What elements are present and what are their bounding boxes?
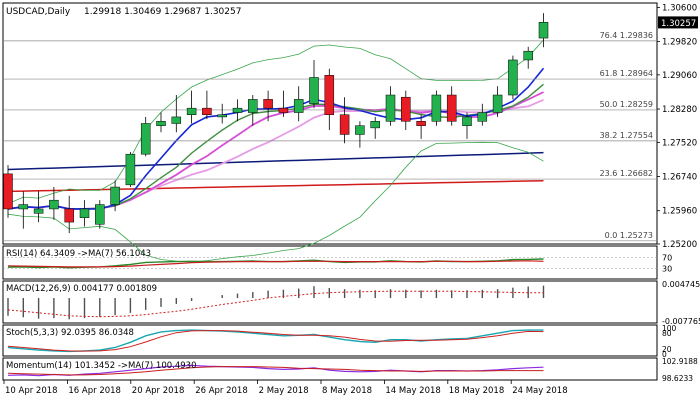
stoch-panel-frame	[2, 324, 658, 357]
price-axis: 1.30600 1.29820 1.29060 1.28280 1.27520 1.267…	[657, 3, 698, 250]
rsi-tick-label: 70	[662, 253, 672, 262]
date-label: 24 May 2018	[512, 386, 567, 396]
ma-long-red-line	[7, 179, 544, 193]
price-tick-label: 1.25960	[662, 207, 697, 217]
price-tick-label: 1.27520	[662, 138, 697, 148]
fib-level-label: 23.6 1.26682	[600, 169, 653, 178]
date-label: 14 May 2018	[385, 386, 440, 396]
candle-bear	[339, 114, 350, 135]
date-label: 10 Apr 2018	[5, 386, 58, 396]
macd-tick-label: -0.007765	[662, 317, 700, 326]
candle-bull	[293, 99, 304, 113]
price-tick-label: 1.28280	[662, 105, 697, 115]
candle-bull	[462, 116, 472, 126]
date-label: 2 May 2018	[259, 386, 309, 396]
momentum-ma-line	[7, 366, 544, 376]
ohlc-label: 1.29918 1.30469 1.29687 1.30257	[84, 7, 241, 17]
fib-level-label: 61.8 1.28964	[600, 69, 653, 78]
candle-bull	[49, 199, 59, 210]
candle-bull	[248, 99, 258, 113]
momentum-tick-label: 98.6233	[662, 374, 693, 383]
date-label: 20 Apr 2018	[132, 386, 185, 396]
candle-bear	[324, 75, 335, 115]
bollinger-upper-line	[7, 39, 544, 205]
symbol-label: USDCAD,Daily	[6, 7, 71, 17]
fib-level-label: 0.0 1.25273	[605, 231, 653, 240]
candle-bull	[18, 204, 29, 210]
candle-bull	[355, 125, 365, 135]
momentum-label: Momentum(14) 101.3452 ->MA(7) 100.4930	[6, 361, 196, 371]
candle-bull	[523, 50, 533, 61]
candle-bull	[217, 114, 227, 118]
time-axis: 10 Apr 2018 16 Apr 2018 20 Apr 2018 26 Apr …	[3, 380, 568, 396]
rsi-label: RSI(14) 64.3409 ->MA(7) 56.1043	[6, 249, 151, 259]
candles	[3, 13, 549, 234]
candle-bull	[79, 208, 90, 218]
momentum-tick-label: 102.9188	[662, 357, 698, 366]
candle-bull	[33, 208, 44, 214]
bollinger-lower-line	[7, 141, 544, 263]
fib-level-label: 38.2 1.27554	[600, 131, 653, 140]
stoch-tick-label: 100	[662, 324, 677, 333]
candle-bull	[110, 186, 120, 205]
candle-bear	[278, 107, 289, 113]
candle-bear	[263, 99, 273, 109]
date-label: 26 Apr 2018	[195, 386, 248, 396]
candle-bull	[125, 153, 136, 186]
price-tick-label: 1.25200	[662, 240, 697, 250]
rsi-tick-label: 30	[662, 265, 672, 274]
stoch-tick-label: 20	[662, 345, 672, 354]
macd-tick-label: 0.004745	[662, 280, 700, 289]
rsi-panel-frame	[2, 245, 658, 280]
current-price-box	[658, 16, 698, 29]
price-tick-label: 1.29060	[662, 71, 697, 81]
candle-bull	[538, 22, 549, 39]
candle-bull	[309, 77, 319, 105]
candle-bear	[446, 94, 457, 122]
fib-level-label: 50.0 1.28259	[600, 100, 653, 109]
candle-bull	[508, 59, 518, 96]
stoch-d-line	[7, 330, 544, 352]
price-tick-label: 1.26740	[662, 173, 697, 183]
candle-bull	[156, 121, 166, 126]
candle-bull	[186, 107, 197, 115]
candle-bull	[232, 107, 243, 113]
candle-bull	[95, 204, 105, 225]
candle-bull	[431, 94, 442, 122]
candle-bull	[492, 94, 503, 113]
fib-level-label: 76.4 1.29836	[600, 31, 653, 40]
stoch-k-line	[7, 329, 544, 353]
candle-bear	[202, 107, 212, 115]
rsi-ma-line	[7, 260, 544, 268]
price-tick-label: 1.30600	[662, 3, 697, 13]
stoch-tick-label: 80	[662, 329, 672, 338]
macd-signal-line	[7, 290, 544, 318]
stoch-label: Stoch(5,3,3) 92.0395 86.0348	[6, 328, 134, 338]
candle-bull	[171, 116, 182, 124]
candle-bull	[385, 94, 396, 122]
stoch-tick-label: 0	[662, 350, 667, 359]
candle-bear	[3, 173, 13, 210]
candle-bull	[370, 121, 380, 129]
current-price-label: 1.30257	[661, 19, 696, 29]
candle-bear	[64, 208, 74, 223]
ma-long-navy-line	[7, 151, 544, 171]
date-label: 8 May 2018	[322, 386, 372, 396]
candle-bear	[416, 121, 426, 126]
candle-bull	[140, 123, 151, 155]
candle-bear	[401, 96, 411, 122]
date-label: 18 May 2018	[449, 386, 504, 396]
macd-label: MACD(12,26,9) 0.004177 0.001809	[6, 284, 157, 294]
date-label: 16 Apr 2018	[68, 386, 121, 396]
price-tick-label: 1.29820	[662, 38, 697, 48]
candle-bull	[477, 112, 488, 122]
